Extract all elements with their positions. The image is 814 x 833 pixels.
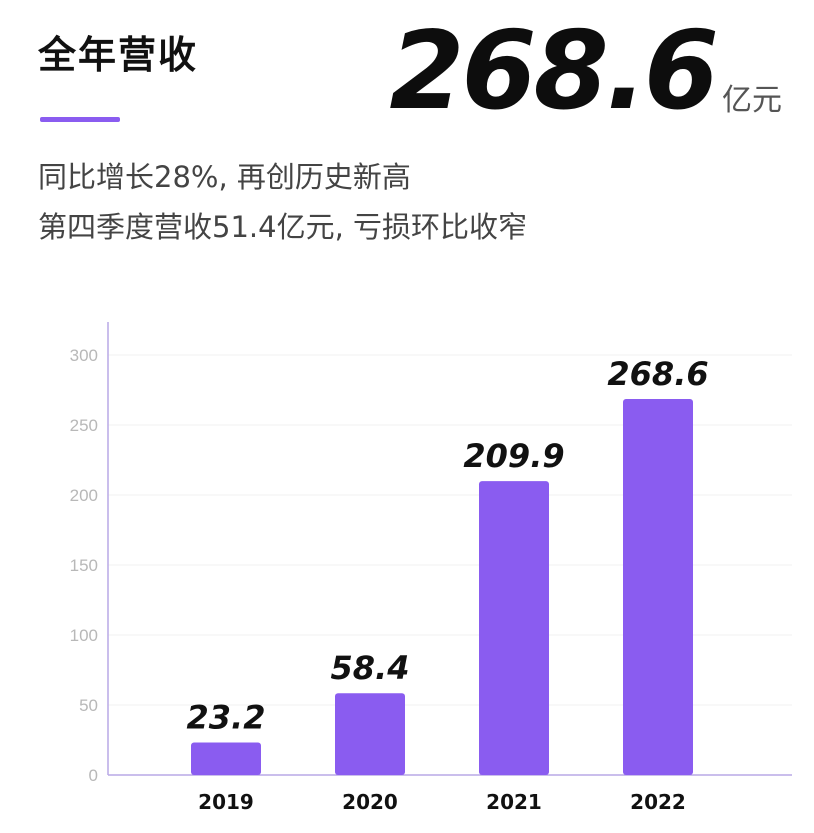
headline-value: 268.6 (389, 9, 719, 134)
data-label-2021: 209.9 (463, 437, 564, 475)
y-tick-label-100: 100 (70, 626, 98, 645)
headline-figure: 268.6 亿元 (389, 18, 782, 126)
bar-2020 (335, 693, 405, 775)
y-tick-label-0: 0 (89, 766, 98, 785)
x-tick-label-2021: 2021 (486, 790, 542, 814)
x-tick-label-2020: 2020 (342, 790, 398, 814)
y-tick-label-50: 50 (79, 696, 98, 715)
data-label-2019: 23.2 (187, 699, 266, 737)
x-tick-label-2019: 2019 (198, 790, 254, 814)
headline-unit: 亿元 (722, 83, 782, 118)
labels: 0 50 100 150 200 250 300 23.2 2019 58.4 2020 209.9 2… (70, 346, 709, 814)
chart-title: 全年营收 (38, 33, 199, 77)
y-tick-label-250: 250 (70, 416, 98, 435)
bar-2019 (191, 742, 261, 775)
data-label-2022: 268.6 (607, 355, 708, 393)
title-underline (40, 117, 120, 122)
y-tick-label-200: 200 (70, 486, 98, 505)
y-tick-label-150: 150 (70, 556, 98, 575)
bar-2021 (479, 481, 549, 775)
x-tick-label-2022: 2022 (630, 790, 686, 814)
bar-chart: 0 50 100 150 200 250 300 23.2 2019 58.4 2020 209.9 2… (70, 322, 792, 814)
subtitle-line-2: 第四季度营收51.4亿元, 亏损环比收窄 (38, 210, 528, 244)
bars (191, 398, 693, 775)
data-label-2020: 58.4 (331, 649, 410, 687)
subtitle-line-1: 同比增长28%, 再创历史新高 (38, 160, 411, 194)
bar-2022 (623, 398, 693, 775)
y-tick-label-300: 300 (70, 346, 98, 365)
